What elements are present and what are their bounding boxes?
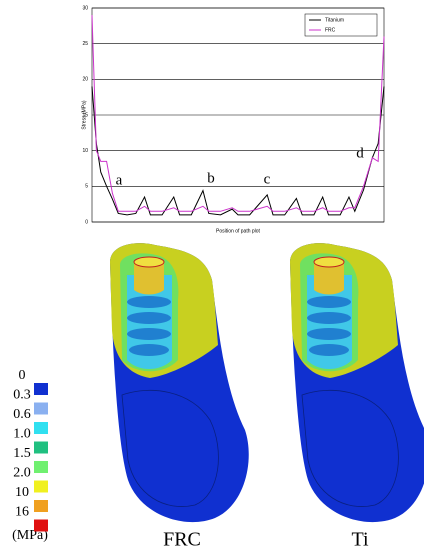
scale-label: 2.0 [13, 466, 31, 481]
x-axis-label: Position of path plot [216, 228, 261, 234]
figure: Stress (MPa) Position of path plot (MPa)… [0, 0, 424, 554]
scale-label: 0.6 [13, 407, 31, 422]
y-tick-label: 15 [82, 112, 88, 118]
scale-swatch [34, 461, 48, 473]
scale-swatch [34, 383, 48, 395]
fea-model-ti [290, 243, 424, 522]
annotation: d [356, 145, 364, 161]
y-tick-label: 25 [82, 41, 88, 47]
scale-label: 1.0 [13, 427, 31, 442]
legend-label: FRC [325, 27, 336, 33]
scale-label: 0 [19, 368, 26, 383]
model-label: FRC [163, 529, 201, 551]
fea-model-frc [110, 243, 249, 522]
annotation: b [207, 170, 215, 186]
scale-label: 0.3 [13, 388, 31, 403]
y-tick-label: 5 [85, 184, 88, 190]
line-series [92, 15, 384, 211]
scale-swatch [34, 520, 48, 532]
scale-swatch [34, 403, 48, 415]
y-tick-label: 10 [82, 148, 88, 154]
annotation: c [264, 171, 271, 187]
scale-swatch [34, 442, 48, 454]
scale-label: 16 [15, 505, 29, 520]
scale-swatch [34, 481, 48, 493]
annotation: a [116, 172, 123, 188]
legend-label: Titanium [325, 17, 344, 23]
y-tick-label: 20 [82, 77, 88, 83]
scale-swatch [34, 422, 48, 434]
y-tick-label: 30 [82, 5, 88, 11]
y-tick-label: 0 [85, 219, 88, 225]
model-label: Ti [351, 529, 369, 551]
scale-label: 10 [15, 485, 29, 500]
scale-label: 1.5 [13, 446, 31, 461]
scale-swatch [34, 500, 48, 512]
